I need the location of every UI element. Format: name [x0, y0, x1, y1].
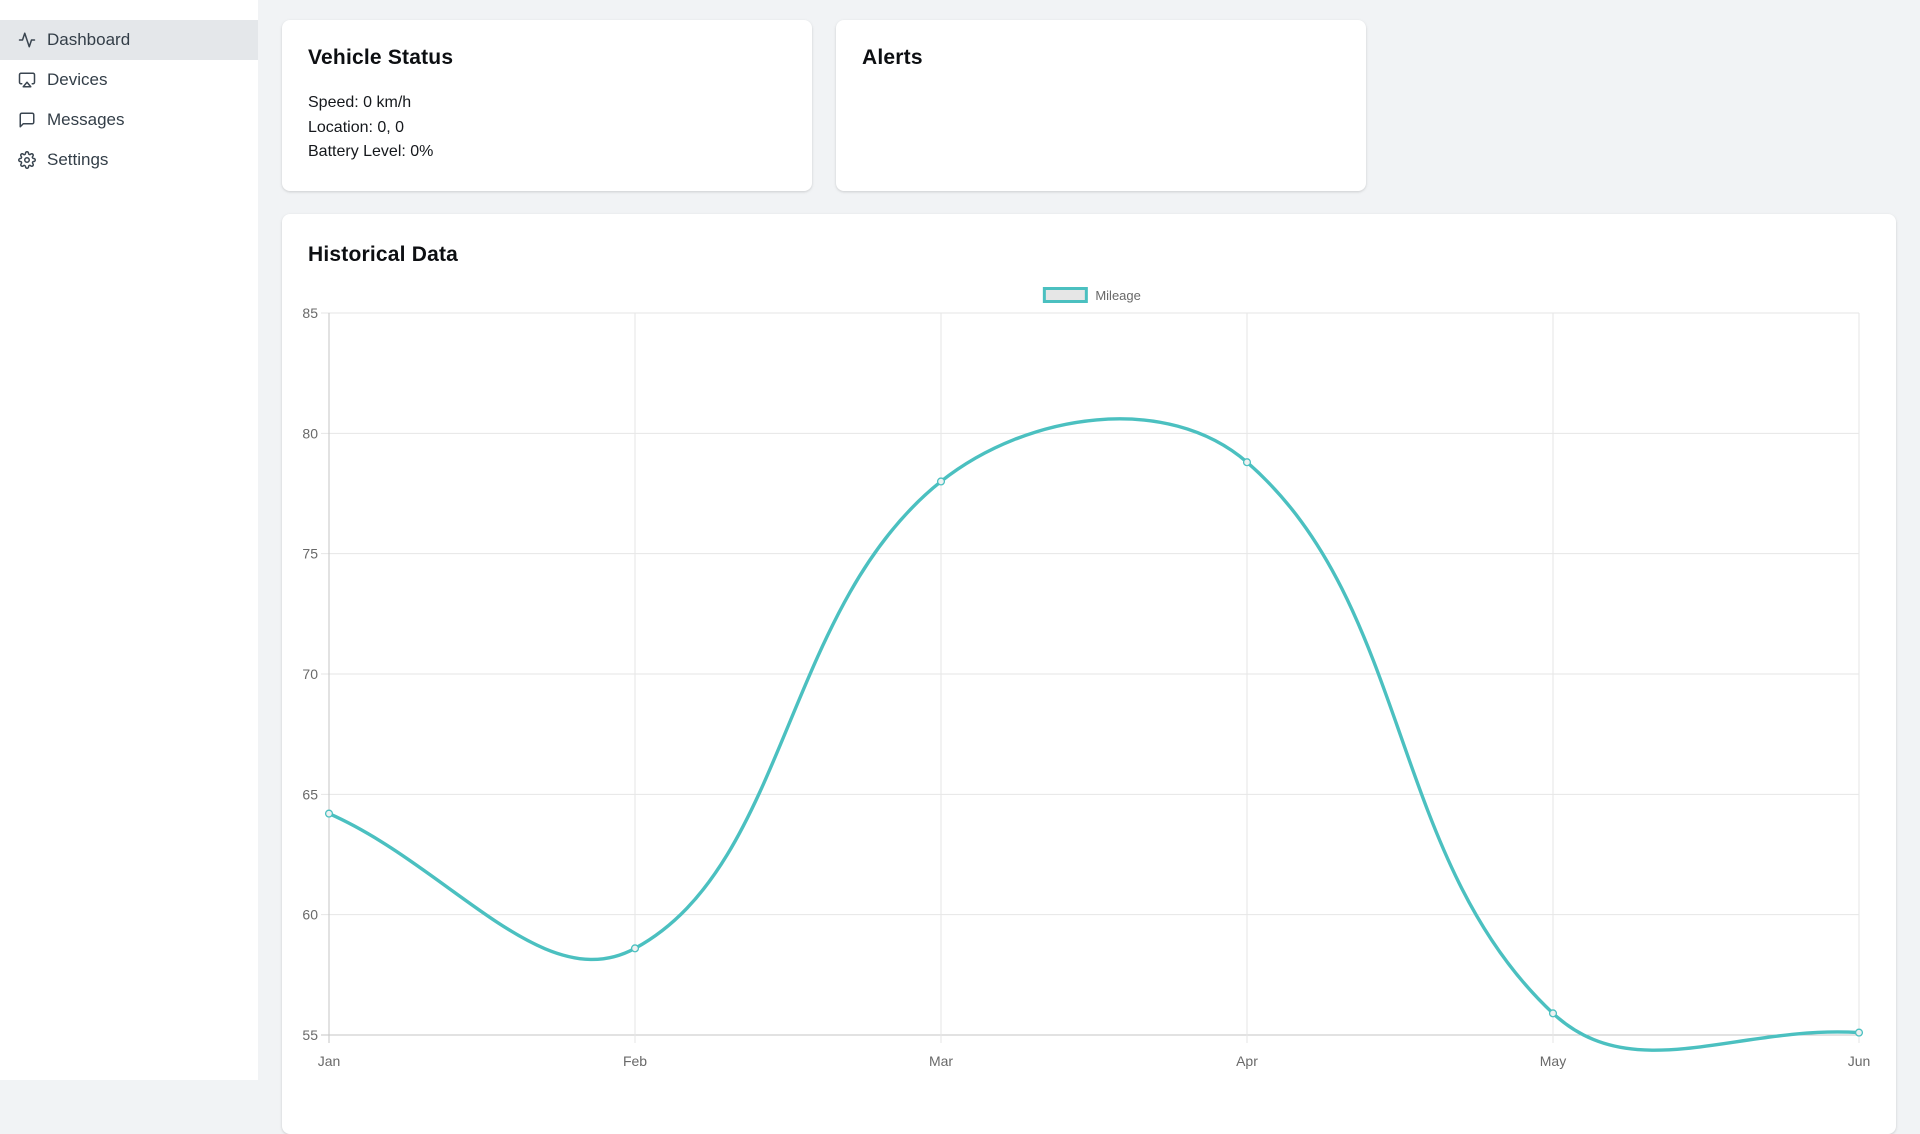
sidebar-item-settings[interactable]: Settings	[0, 140, 258, 180]
alerts-card: Alerts	[836, 20, 1366, 191]
y-axis-tick-label: 55	[302, 1027, 318, 1043]
sidebar-item-devices[interactable]: Devices	[0, 60, 258, 100]
message-square-icon	[19, 112, 35, 128]
sidebar-item-label: Messages	[47, 110, 125, 129]
vehicle-status-values: Speed: 0 km/h Location: 0, 0 Battery Lev…	[308, 91, 786, 165]
legend-label[interactable]: Mileage	[1095, 288, 1141, 303]
sidebar-item-label: Settings	[47, 150, 109, 169]
data-point[interactable]	[936, 477, 946, 486]
alerts-title: Alerts	[862, 46, 923, 69]
speed-value: Speed: 0 km/h	[308, 94, 412, 111]
gear-icon	[18, 151, 36, 169]
status-cards-row: Vehicle Status Speed: 0 km/h Location: 0…	[282, 20, 1896, 191]
data-point[interactable]	[324, 809, 334, 818]
sidebar: Dashboard Devices Messages Settings	[0, 0, 258, 1080]
mileage-line[interactable]	[327, 417, 1861, 1052]
sidebar-item-messages[interactable]: Messages	[0, 100, 258, 140]
x-axis-tick-label: Mar	[929, 1053, 953, 1069]
y-axis-tick-label: 70	[302, 666, 318, 682]
activity-icon	[18, 32, 36, 48]
sidebar-item-dashboard[interactable]: Dashboard	[0, 20, 258, 60]
x-axis-tick-label: Jan	[318, 1053, 341, 1069]
x-axis-tick-label: Jun	[1848, 1053, 1871, 1069]
y-axis-tick-label: 80	[302, 425, 318, 441]
x-axis-tick-label: May	[1540, 1053, 1566, 1069]
main-content: Vehicle Status Speed: 0 km/h Location: 0…	[258, 0, 1920, 1134]
data-point[interactable]	[1548, 1009, 1558, 1018]
x-axis-tick-label: Feb	[623, 1053, 647, 1069]
y-axis-tick-label: 60	[302, 907, 318, 923]
data-point[interactable]	[630, 944, 640, 953]
location-value: Location: 0, 0	[308, 118, 405, 136]
airplay-icon	[18, 72, 36, 88]
sidebar-item-label: Dashboard	[47, 30, 131, 49]
vehicle-status-card: Vehicle Status Speed: 0 km/h Location: 0…	[282, 20, 812, 191]
data-point[interactable]	[1242, 458, 1252, 467]
sidebar-item-label: Devices	[47, 70, 108, 89]
y-axis-tick-label: 75	[302, 546, 318, 562]
historical-data-card: Historical Data 55 60 65 70 75 80 85 Jan Feb Mar A…	[282, 214, 1896, 1134]
y-axis-tick-label: 65	[302, 786, 318, 802]
vehicle-status-title: Vehicle Status	[308, 46, 454, 69]
data-point[interactable]	[1854, 1028, 1864, 1037]
battery-level-value: Battery Level: 0%	[308, 143, 434, 160]
mileage-line-chart[interactable]: 55 60 65 70 75 80 85 Jan Feb Mar Apr May Jun Mileage	[282, 214, 1896, 1134]
x-axis-tick-label: Apr	[1236, 1053, 1258, 1069]
y-axis-tick-label: 85	[302, 305, 318, 321]
historical-data-title: Historical Data	[308, 243, 459, 266]
legend-swatch[interactable]	[1042, 287, 1088, 303]
